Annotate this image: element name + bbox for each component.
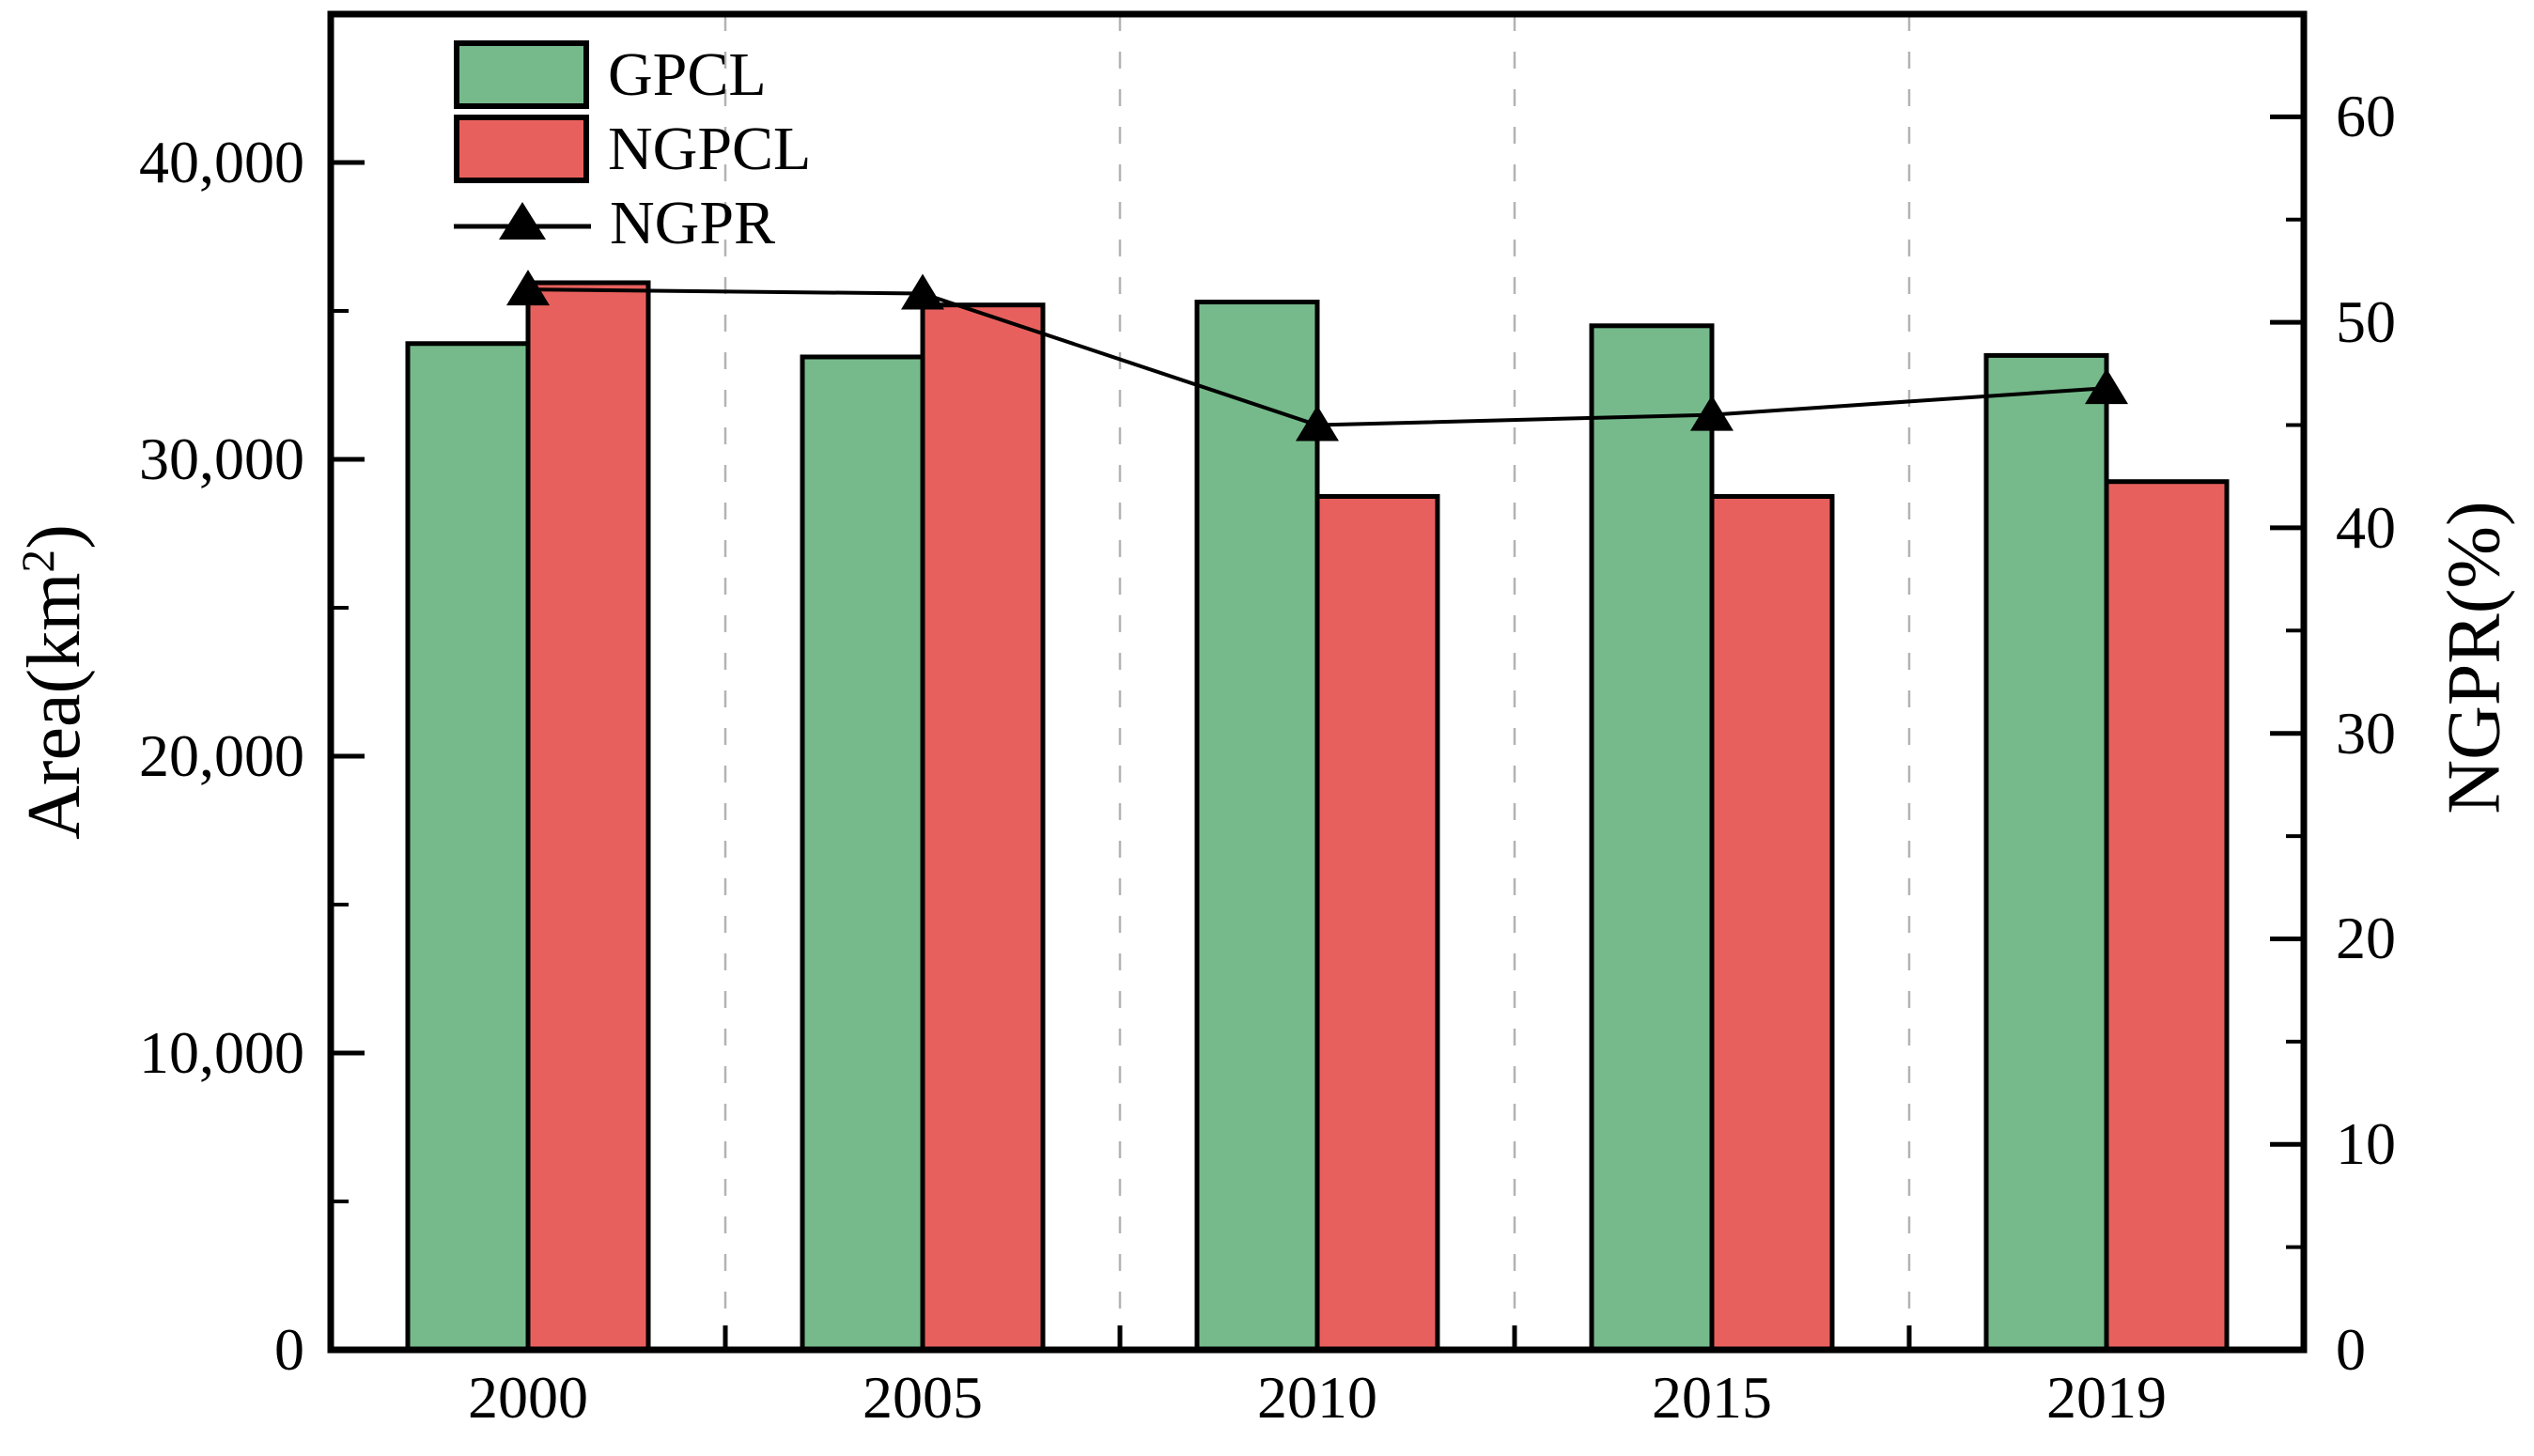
right-axis-tick-label: 20 <box>2336 905 2396 972</box>
marker-ngpr-2005 <box>901 273 944 310</box>
marker-ngpr-2010 <box>1296 405 1339 441</box>
legend-label-ngpr: NGPR <box>610 189 776 257</box>
left-axis-title-superscript: 2 <box>11 549 64 573</box>
x-axis-tick-label-2000: 2000 <box>468 1364 588 1431</box>
legend-item-ngpr: NGPR <box>454 186 811 260</box>
marker-ngpr-2000 <box>506 270 550 306</box>
x-axis-tick-label-2005: 2005 <box>863 1364 983 1431</box>
right-axis-tick-label: 0 <box>2336 1316 2366 1383</box>
bar-gpcl-2015 <box>1589 323 1715 1353</box>
bar-ngpcl-2000 <box>525 280 651 1353</box>
bar-gpcl-2010 <box>1194 300 1320 1353</box>
legend-item-ngpcl: NGPCL <box>454 112 811 186</box>
legend-label-ngpcl: NGPCL <box>608 115 812 183</box>
legend-swatch-gpcl <box>454 40 589 109</box>
right-axis-tick-label: 30 <box>2336 699 2396 767</box>
bar-gpcl-2000 <box>405 341 531 1353</box>
x-axis-tick-label-2019: 2019 <box>2046 1364 2167 1431</box>
bar-ngpcl-2010 <box>1314 494 1440 1353</box>
bar-gpcl-2019 <box>1983 352 2109 1353</box>
right-axis-tick-label: 40 <box>2336 493 2396 561</box>
bar-ngpcl-2015 <box>1709 494 1835 1353</box>
right-axis-title: NGPR(%) <box>2433 501 2516 814</box>
marker-ngpr-2019 <box>2085 368 2128 405</box>
marker-ngpr-2015 <box>1690 395 1733 431</box>
legend-line-marker-ngpr <box>454 202 591 240</box>
legend-swatch-ngpcl <box>454 115 589 183</box>
left-axis-tick-label: 10,000 <box>139 1019 304 1086</box>
bar-ngpcl-2019 <box>2104 479 2230 1353</box>
legend-item-gpcl: GPCL <box>454 38 811 112</box>
left-axis-tick-label: 40,000 <box>139 129 304 195</box>
right-axis-tick-label: 10 <box>2336 1110 2396 1178</box>
left-axis-tick-label: 0 <box>274 1316 304 1383</box>
legend: GPCL NGPCL NGPR <box>454 38 811 260</box>
right-axis-tick-label: 50 <box>2336 288 2396 356</box>
left-axis-title-text: Area(km <box>13 572 97 840</box>
right-axis-tick-label: 60 <box>2336 83 2396 150</box>
left-axis-tick-label: 30,000 <box>139 426 304 492</box>
x-axis-tick-label-2010: 2010 <box>1257 1364 1377 1431</box>
left-axis-title: Area(km2) <box>11 524 98 840</box>
left-axis-tick-label: 20,000 <box>139 722 304 789</box>
legend-label-gpcl: GPCL <box>608 40 767 109</box>
left-axis-title-suffix: ) <box>13 524 97 550</box>
bar-gpcl-2005 <box>800 354 925 1353</box>
bar-ngpcl-2005 <box>920 302 1046 1353</box>
x-axis-tick-label-2015: 2015 <box>1652 1364 1772 1431</box>
plot-frame <box>327 10 2308 1354</box>
triangle-marker-icon <box>499 202 546 240</box>
